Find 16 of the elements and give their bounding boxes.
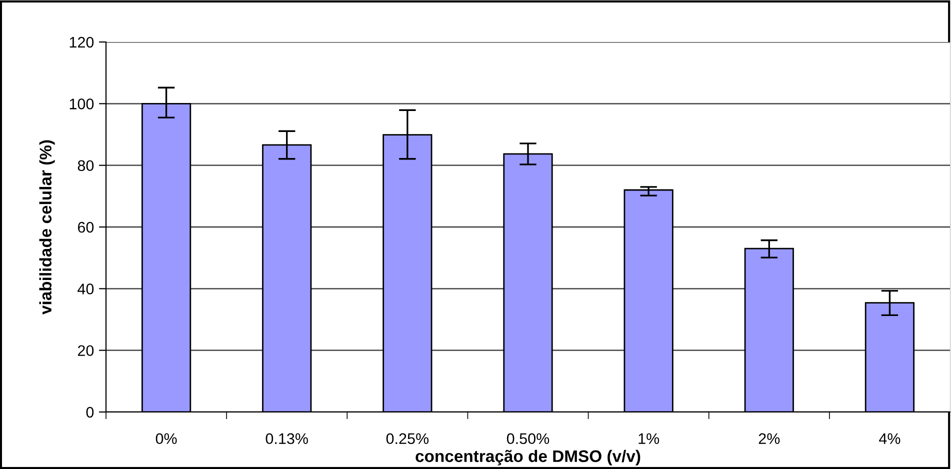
y-tick-label: 100 (70, 98, 94, 110)
y-tick-label: 20 (78, 345, 94, 356)
y-tick-label: 120 (70, 36, 94, 48)
x-tick-label: 4% (879, 433, 900, 444)
y-tick-label: 40 (78, 284, 94, 294)
y-tick-label: 0 (86, 406, 94, 418)
x-tick-label: 0.50% (506, 433, 550, 444)
y-axis-title: viabilidade celular (%) (39, 140, 55, 314)
x-tick-label: 2% (758, 433, 780, 444)
x-tick-label: 0.13% (266, 433, 308, 444)
y-tick-label: 80 (78, 160, 94, 172)
x-tick-label: 0% (156, 433, 177, 444)
x-axis-title: concentração de DMSO (v/v) (416, 450, 640, 466)
x-tick-label: 1% (638, 433, 660, 444)
x-tick-label: 0.25% (386, 433, 429, 444)
y-tick-label: 60 (78, 222, 94, 233)
